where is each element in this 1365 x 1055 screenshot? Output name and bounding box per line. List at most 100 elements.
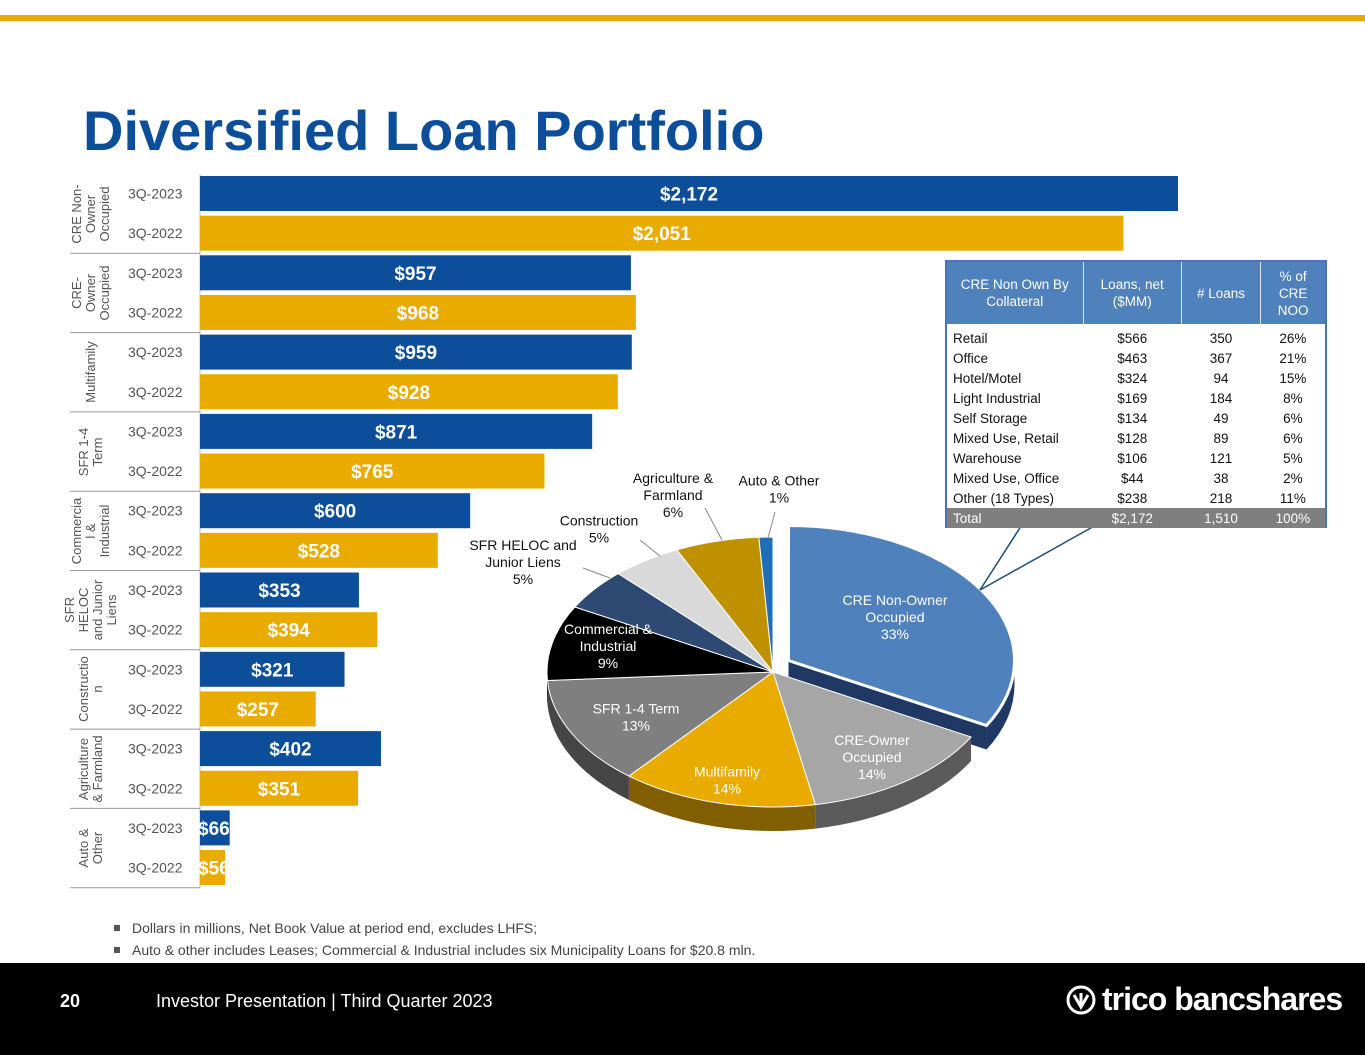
- table-cell: $324: [1117, 370, 1148, 386]
- table-cell: 218: [1209, 490, 1233, 506]
- table-total-row: Total $2,172 1,510 100%: [947, 508, 1325, 528]
- pie-slice-side: [547, 680, 629, 801]
- pie-slice-side: [986, 660, 1015, 750]
- pie-leader-line: [704, 507, 723, 541]
- table-cell: 184: [1209, 390, 1233, 406]
- table-cell: $169: [1117, 390, 1148, 406]
- company-logo: trico bancshares: [1066, 981, 1343, 1018]
- table-cell: Retail: [953, 330, 988, 346]
- table-cell: 11%: [1279, 490, 1306, 506]
- bar: [200, 770, 359, 806]
- table-cell: 8%: [1283, 390, 1303, 406]
- bar: [200, 334, 632, 370]
- table-cell: Self Storage: [953, 410, 1028, 426]
- table-cell: Hotel/Motel: [953, 370, 1022, 386]
- table-cell: 38: [1213, 470, 1229, 486]
- table-cell: $2,172: [1083, 508, 1182, 528]
- bar-value-label: $2,051: [633, 224, 692, 245]
- pie-leader-line: [582, 567, 611, 579]
- table-row: Light Industrial $169 184 8%: [947, 388, 1325, 408]
- bar-value-label: $394: [268, 621, 311, 642]
- pie-slice: [546, 606, 774, 681]
- table-header-cell: # Loans: [1181, 262, 1262, 324]
- table-cell: 26%: [1279, 330, 1307, 346]
- table-cell: $106: [1117, 450, 1148, 466]
- table-row: Office $463 367 21%: [947, 348, 1325, 368]
- bar: [200, 810, 230, 846]
- table-cell: $566: [1117, 330, 1148, 346]
- pie-slice-side: [815, 737, 972, 829]
- pie-slice-label: CRE Non-Owner Occupied 33%: [842, 592, 947, 642]
- bar-value-label: $2,172: [660, 185, 718, 206]
- bar: [200, 691, 316, 727]
- bar-period-label: 3Q-2022: [128, 542, 183, 558]
- bar-value-label: $957: [394, 264, 436, 285]
- table-cell: 5%: [1283, 450, 1303, 466]
- table-cell: 2%: [1283, 470, 1303, 486]
- table-cell: 49: [1213, 410, 1229, 426]
- bar-period-label: 3Q-2022: [128, 860, 183, 876]
- bar-period-label: 3Q-2022: [128, 304, 183, 320]
- table-header-cell: Loans, net ($MM): [1083, 262, 1182, 324]
- pie-slice: [627, 671, 817, 808]
- bar-period-label: 3Q-2022: [128, 622, 183, 638]
- bar-value-label: $968: [397, 303, 439, 324]
- table-cell: Total: [947, 508, 1084, 528]
- table-cell: 121: [1209, 450, 1233, 466]
- bar: [200, 413, 593, 449]
- table-header-cell: % of CRE NOO: [1260, 262, 1325, 324]
- pie-slice: [786, 524, 1016, 728]
- bar-value-label: $765: [351, 462, 394, 483]
- pie-chart: CRE Non-Owner Occupied 33% CRE-Owner Occupie…: [469, 470, 1106, 831]
- bar-period-label: 3Q-2023: [128, 344, 183, 360]
- bar-value-label: $402: [269, 740, 311, 761]
- pie-slice-side: [628, 776, 816, 831]
- bar-value-label: $56: [198, 859, 230, 880]
- bar-chart: 3Q-2023 $2,172 3Q-2022 $2,051 3Q-2023 $957 3Q-…: [70, 174, 1178, 889]
- table-cell: $128: [1117, 430, 1148, 446]
- bar-period-label: 3Q-2023: [128, 265, 183, 281]
- footnote: Dollars in millions, Net Book Value at p…: [114, 917, 755, 939]
- footnotes: Dollars in millions, Net Book Value at p…: [114, 917, 755, 961]
- table-header-cell: CRE Non Own By Collateral: [947, 262, 1084, 324]
- bar-value-label: $600: [314, 502, 356, 523]
- bar-period-label: 3Q-2022: [128, 463, 183, 479]
- pie-slice: [546, 671, 775, 777]
- table-cell: $44: [1120, 470, 1144, 486]
- bar-value-label: $321: [251, 660, 294, 681]
- table-row: Other (18 Types) $238 218 11%: [947, 488, 1325, 508]
- table-cell: 367: [1209, 350, 1233, 366]
- page-title: Diversified Loan Portfolio: [83, 99, 765, 162]
- table-row: Mixed Use, Retail $128 89 6%: [947, 428, 1325, 448]
- bar-period-label: 3Q-2023: [128, 503, 183, 519]
- bar-period-label: 3Q-2023: [128, 582, 183, 598]
- bar: [200, 651, 345, 687]
- pie-slice-label: Agriculture & Farmland 6%: [633, 470, 714, 520]
- bar-period-label: 3Q-2022: [128, 701, 183, 717]
- table-cell: 350: [1209, 330, 1233, 346]
- pie-leader-line: [639, 539, 661, 557]
- bar-period-label: 3Q-2023: [128, 186, 183, 202]
- pie-slice-label: SFR HELOC and Junior Liens 5%: [469, 537, 576, 587]
- table-cell: $134: [1117, 410, 1148, 426]
- cre-collateral-table: CRE Non Own By Collateral Loans, net ($MM) #…: [945, 260, 1327, 528]
- logo-icon: [1066, 985, 1096, 1014]
- table-row: Self Storage $134 49 6%: [947, 408, 1325, 428]
- bar: [200, 572, 359, 608]
- pie-slice: [758, 536, 774, 673]
- page-number: 20: [60, 991, 81, 1011]
- bar: [200, 493, 471, 529]
- logo-text: trico bancshares: [1102, 981, 1343, 1017]
- callout-line: [979, 519, 1106, 591]
- footer-text: Investor Presentation | Third Quarter 20…: [156, 991, 493, 1011]
- bar: [200, 215, 1124, 251]
- bar: [200, 374, 618, 410]
- bar: [200, 453, 545, 489]
- bar-period-label: 3Q-2023: [128, 820, 183, 836]
- footer-bar: 20 Investor Presentation | Third Quarter…: [0, 963, 1365, 1055]
- table-cell: 100%: [1260, 508, 1325, 528]
- pie-slice-label: CRE-Owner Occupied 14%: [834, 732, 910, 782]
- bar-period-label: 3Q-2022: [128, 225, 183, 241]
- bar-value-label: $871: [375, 422, 418, 443]
- bar-value-label: $66: [198, 819, 230, 840]
